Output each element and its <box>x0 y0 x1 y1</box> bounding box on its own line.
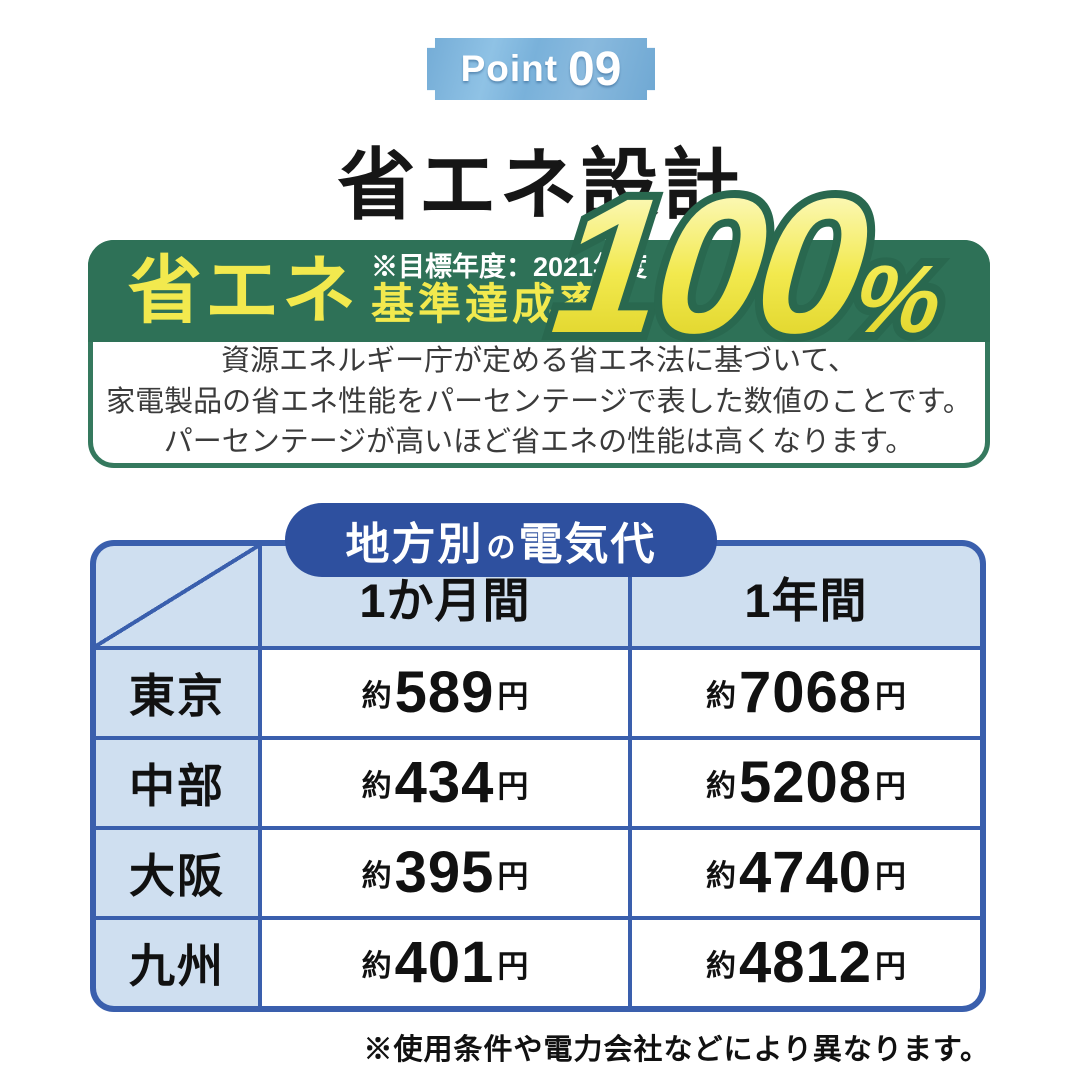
cost-value: 401 <box>394 930 495 995</box>
row-header-region: 東京 <box>96 650 258 736</box>
yen-suffix: 円 <box>497 768 529 804</box>
description-line: 家電製品の省エネ性能をパーセンテージで表した数値のことです。 <box>106 385 972 418</box>
achievement-sub-block: ※目標年度：2021年度 基準達成率 <box>371 251 648 330</box>
approx-prefix: 約 <box>705 950 736 983</box>
energy-saving-label: 省エネ <box>128 249 359 332</box>
row-header-region: 大阪 <box>96 830 258 916</box>
approx-prefix: 約 <box>705 770 736 803</box>
yen-suffix: 円 <box>497 858 529 894</box>
description-line: パーセンテージが高いほど省エネの性能は高くなります。 <box>163 426 915 459</box>
target-year-note: ※目標年度：2021年度 <box>371 251 648 282</box>
big-percentage: 100% 100% <box>536 150 955 381</box>
table-title-particle: の <box>486 532 516 564</box>
row-header-region: 九州 <box>96 920 258 1006</box>
table-title-part: 電気代 <box>518 520 657 569</box>
table-cell-month: 約 589 円 <box>262 650 628 736</box>
cost-value: 7068 <box>738 660 873 725</box>
cost-value: 5208 <box>738 750 873 815</box>
approx-prefix: 約 <box>705 680 736 713</box>
approx-prefix: 約 <box>361 950 392 983</box>
big-percentage-value: 100% <box>548 189 955 343</box>
table-cell-year: 約 7068 円 <box>632 650 980 736</box>
achievement-panel: 省エネ ※目標年度：2021年度 基準達成率 100% 100% 資源エネルギー… <box>88 150 990 468</box>
point-badge-word: Point <box>460 48 559 89</box>
table-cell-month: 約 395 円 <box>262 830 628 916</box>
row-header-region: 中部 <box>96 740 258 826</box>
cost-value: 434 <box>394 750 495 815</box>
approx-prefix: 約 <box>361 860 392 893</box>
table-cell-month: 約 434 円 <box>262 740 628 826</box>
cost-value: 4812 <box>738 930 873 995</box>
yen-suffix: 円 <box>875 768 907 804</box>
achievement-description: 資源エネルギー庁が定める省エネ法に基づいて、 家電製品の省エネ性能をパーセンテー… <box>93 342 985 463</box>
approx-prefix: 約 <box>361 770 392 803</box>
achievement-panel-header: 省エネ ※目標年度：2021年度 基準達成率 <box>88 240 990 342</box>
table-cell-year: 約 5208 円 <box>632 740 980 826</box>
table-cell-month: 約 401 円 <box>262 920 628 1006</box>
approx-prefix: 約 <box>705 860 736 893</box>
table-corner-cell <box>96 546 258 646</box>
yen-suffix: 円 <box>497 678 529 714</box>
table-cell-year: 約 4812 円 <box>632 920 980 1006</box>
regional-cost-table: 1か月間 1年間 東京 約 589 円 約 7068 円 中部 約 434 円 約 5208 円… <box>90 540 986 1012</box>
achievement-rate-label: 基準達成率 <box>371 281 606 330</box>
footnote: ※使用条件や電力会社などにより異なります。 <box>363 1034 990 1066</box>
cost-value: 395 <box>394 840 495 905</box>
yen-suffix: 円 <box>875 948 907 984</box>
yen-suffix: 円 <box>875 858 907 894</box>
description-line: 資源エネルギー庁が定める省エネ法に基づいて、 <box>221 345 857 378</box>
table-cell-year: 約 4740 円 <box>632 830 980 916</box>
yen-suffix: 円 <box>875 678 907 714</box>
point-badge-number: 09 <box>568 42 622 96</box>
yen-suffix: 円 <box>497 948 529 984</box>
cost-value: 4740 <box>738 840 873 905</box>
table-title-part: 地方別 <box>345 520 484 569</box>
table-title-pill: 地方別 の 電気代 <box>285 503 717 577</box>
approx-prefix: 約 <box>361 680 392 713</box>
page-title: 省エネ設計 <box>337 141 743 230</box>
point-badge: Point 09 <box>427 38 655 100</box>
cost-value: 589 <box>394 660 495 725</box>
